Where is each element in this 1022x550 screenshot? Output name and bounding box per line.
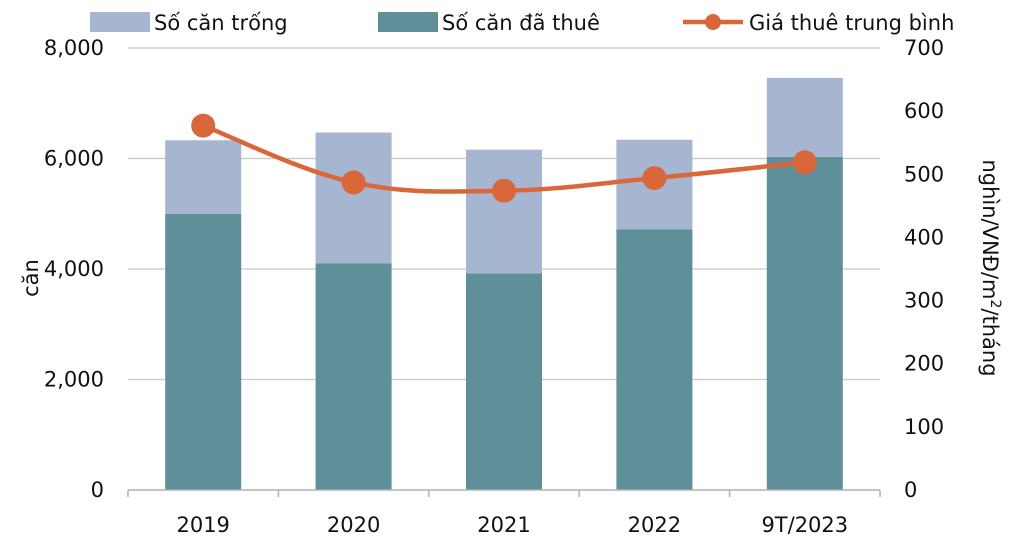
bar — [766, 77, 843, 157]
bar — [616, 229, 693, 490]
bar-series — [165, 77, 843, 490]
legend-swatch — [90, 12, 150, 32]
y-left-tick-label: 8,000 — [44, 36, 104, 60]
legend-label: Giá thuê trung bình — [749, 11, 954, 35]
bar — [766, 156, 843, 490]
legend-label: Số căn trống — [154, 11, 288, 35]
x-tick-label: 2022 — [628, 513, 681, 537]
axes: 0 2,000 4,000 6,000 8,000 0 100 200 300 400 500 600… — [44, 36, 944, 537]
y-right-axis-title: nghìn/VNĐ/m2/tháng — [978, 159, 1003, 376]
line-point — [492, 178, 516, 203]
line-series — [191, 113, 817, 203]
y-right-tick-label: 700 — [904, 36, 944, 60]
line-point — [341, 170, 366, 195]
legend-item: Giá thuê trung bình — [683, 11, 954, 35]
legend-item: Số căn đã thuê — [378, 11, 600, 35]
bar — [315, 263, 392, 490]
y-left-tick-label: 0 — [91, 478, 104, 502]
x-tick-label: 9T/2023 — [761, 513, 848, 537]
legend: Số căn trống Số căn đã thuê Giá thuê trung… — [90, 11, 954, 35]
y-right-tick-label: 0 — [904, 478, 917, 502]
y-right-tick-label: 600 — [904, 99, 944, 123]
bar — [165, 213, 242, 490]
x-tick-label: 2020 — [327, 513, 380, 537]
line-point — [792, 150, 817, 175]
y-right-tick-label: 500 — [904, 162, 944, 186]
bar — [466, 149, 542, 274]
y-right-tick-label: 300 — [904, 289, 944, 313]
y-right-tick-label: 100 — [904, 415, 944, 439]
bar — [165, 140, 242, 214]
y-left-tick-label: 2,000 — [44, 368, 104, 392]
y-right-tick-label: 200 — [904, 352, 944, 376]
legend-marker — [705, 14, 721, 30]
x-tick-label: 2021 — [477, 513, 530, 537]
legend-item: Số căn trống — [90, 11, 288, 35]
svg-text:nghìn/VNĐ/m2/tháng: nghìn/VNĐ/m2/tháng — [978, 159, 1003, 376]
y-left-tick-label: 6,000 — [44, 147, 104, 171]
bar — [315, 132, 392, 264]
y-right-tick-label: 400 — [904, 225, 944, 249]
line-point — [642, 166, 667, 191]
line-point — [191, 113, 216, 138]
bar — [466, 273, 542, 490]
legend-swatch — [378, 12, 438, 32]
x-tick-label: 2019 — [176, 513, 229, 537]
legend-label: Số căn đã thuê — [442, 11, 600, 35]
y-left-axis-title: căn — [19, 259, 43, 297]
y-left-tick-label: 4,000 — [44, 257, 104, 281]
